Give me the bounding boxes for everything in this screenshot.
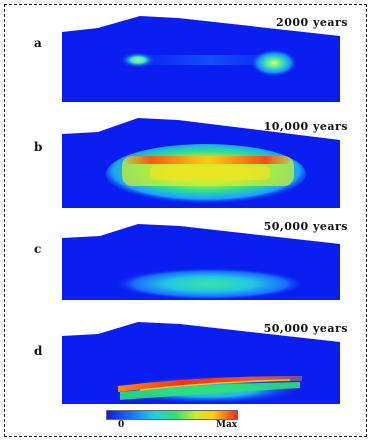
panel-d-streak-upper: [118, 376, 302, 392]
panel-a-time: 2000 years: [276, 16, 348, 29]
panel-a-label: a: [34, 36, 42, 50]
panel-c: c 50,000 years: [0, 214, 374, 314]
panel-d-plot: [62, 322, 340, 404]
panel-d-time: 50,000 years: [263, 322, 348, 335]
panel-a-plume-right: [250, 49, 298, 77]
panel-c-label: c: [34, 242, 42, 256]
panel-a-band: [130, 55, 290, 65]
panel-d-streak-highlight: [139, 379, 291, 391]
panel-d: d 50,000 years: [0, 314, 374, 414]
panel-a: a 2000 years: [0, 10, 374, 110]
colorbar-max-label: Max: [216, 420, 238, 430]
panel-c-plume: [114, 268, 306, 300]
colorbar: [106, 410, 238, 420]
panel-c-plot: [62, 224, 340, 300]
panel-a-plot: [62, 16, 340, 102]
figure-frame: [4, 4, 367, 437]
panel-b-plot: [62, 118, 340, 208]
panel-b-label: b: [34, 140, 43, 154]
panel-c-time: 50,000 years: [263, 220, 348, 233]
colorbar-min-label: 0: [118, 420, 125, 430]
panel-b-time: 10,000 years: [263, 120, 348, 133]
panel-b-plume-inner: [150, 166, 270, 180]
panel-a-plume-left: [120, 52, 156, 68]
panel-b-plume-top: [126, 156, 290, 164]
panel-b: b 10,000 years: [0, 112, 374, 212]
panel-d-streak-lower: [120, 382, 300, 400]
panel-d-label: d: [34, 344, 43, 358]
